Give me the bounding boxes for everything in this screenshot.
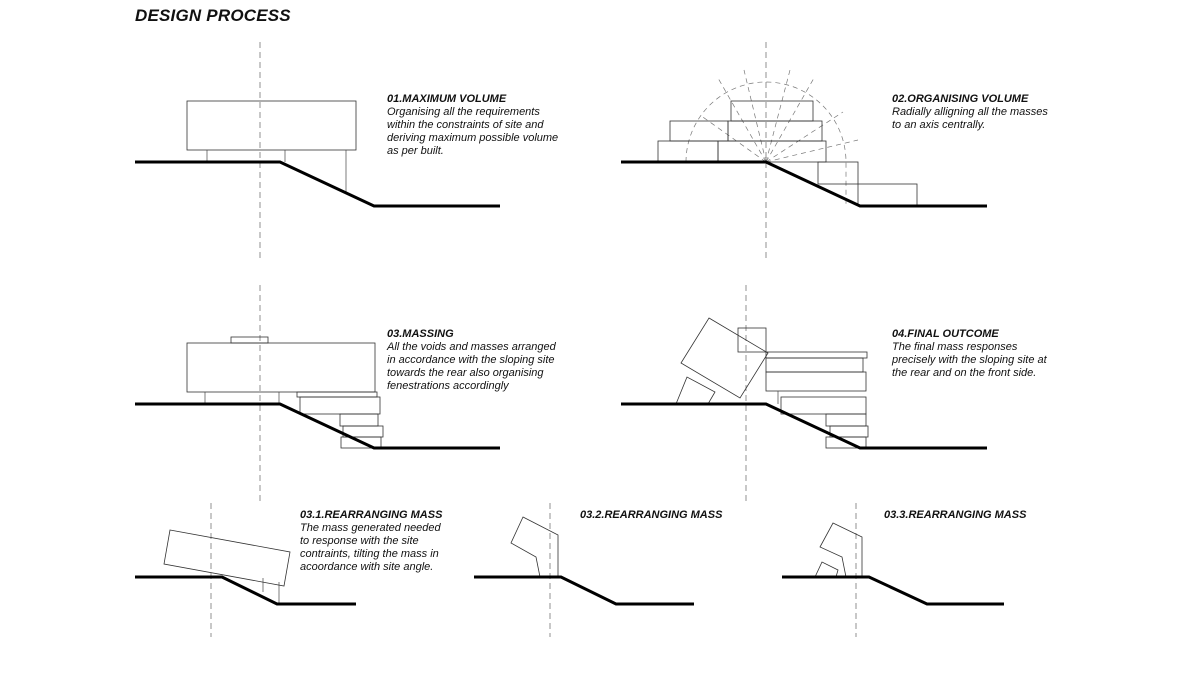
step-title: 02.ORGANISING VOLUME — [892, 93, 1029, 105]
step-title: 03.MASSING — [387, 328, 454, 340]
lower-mass — [825, 413, 867, 427]
floor-plate — [765, 371, 867, 392]
step-03-2-caption: 03.2.REARRANGING MASS — [580, 509, 722, 522]
step-description: Radially alligning all the masses to an … — [892, 106, 1048, 131]
site-section-ground — [621, 402, 987, 450]
floor-plate — [765, 357, 864, 373]
diagram-03-1-rearranging-mass — [135, 503, 356, 637]
step-title: 04.FINAL OUTCOME — [892, 328, 999, 340]
tilted-mass — [163, 529, 291, 587]
step-title: 03.2.REARRANGING MASS — [580, 509, 723, 521]
step-01-caption: 01.MAXIMUM VOLUME Organising all the req… — [387, 93, 558, 158]
radial-arc — [685, 81, 847, 206]
step-03-3-caption: 03.3.REARRANGING MASS — [884, 509, 1026, 522]
step-03-caption: 03.MASSING All the voids and masses arra… — [387, 328, 556, 393]
tilted-upper-mass — [680, 317, 769, 399]
lower-mass — [340, 436, 382, 449]
tilted-lower-mass — [814, 561, 839, 578]
step-description: The mass generated needed to response wi… — [300, 522, 441, 573]
diagram-01-maximum-volume — [135, 42, 500, 262]
tilted-mass — [510, 516, 559, 578]
diagram-03-3-rearranging-mass — [782, 503, 1004, 637]
main-volume — [186, 100, 357, 151]
diagram-03-2-rearranging-mass — [474, 503, 694, 637]
diagram-04-final-outcome — [621, 285, 987, 505]
site-section-ground — [621, 160, 987, 208]
stacked-masses — [657, 100, 918, 207]
step-04-caption: 04.FINAL OUTCOME The final mass response… — [892, 328, 1047, 380]
site-section-ground — [135, 402, 500, 450]
step-03-1-caption: 03.1.REARRANGING MASS The mass generated… — [300, 509, 442, 574]
lower-mass — [339, 413, 379, 427]
lower-mass — [299, 396, 381, 415]
tilted-lower-mass — [675, 376, 716, 405]
lower-mass — [296, 391, 378, 398]
site-section-ground — [782, 575, 1004, 606]
step-title: 01.MAXIMUM VOLUME — [387, 93, 507, 105]
step-title: 03.1.REARRANGING MASS — [300, 509, 443, 521]
radial-lines — [699, 69, 859, 163]
main-volume — [186, 342, 376, 393]
step-description: The final mass responses precisely with … — [892, 341, 1047, 379]
step-title: 03.3.REARRANGING MASS — [884, 509, 1027, 521]
lower-mass — [780, 396, 867, 415]
roof-element — [230, 336, 269, 344]
page-title: DESIGN PROCESS — [135, 6, 291, 25]
diagram-03-massing — [135, 285, 500, 505]
core-block — [737, 327, 767, 353]
site-section-ground — [135, 160, 500, 208]
site-section-ground — [135, 575, 356, 606]
step-description: All the voids and masses arranged in acc… — [387, 341, 556, 392]
step-description: Organising all the requirements within t… — [387, 106, 559, 157]
step-02-caption: 02.ORGANISING VOLUME Radially alligning … — [892, 93, 1048, 132]
diagram-02-organising-volume — [621, 42, 987, 262]
site-section-ground — [474, 575, 694, 606]
floor-plate — [765, 351, 868, 359]
lower-mass — [825, 436, 867, 449]
